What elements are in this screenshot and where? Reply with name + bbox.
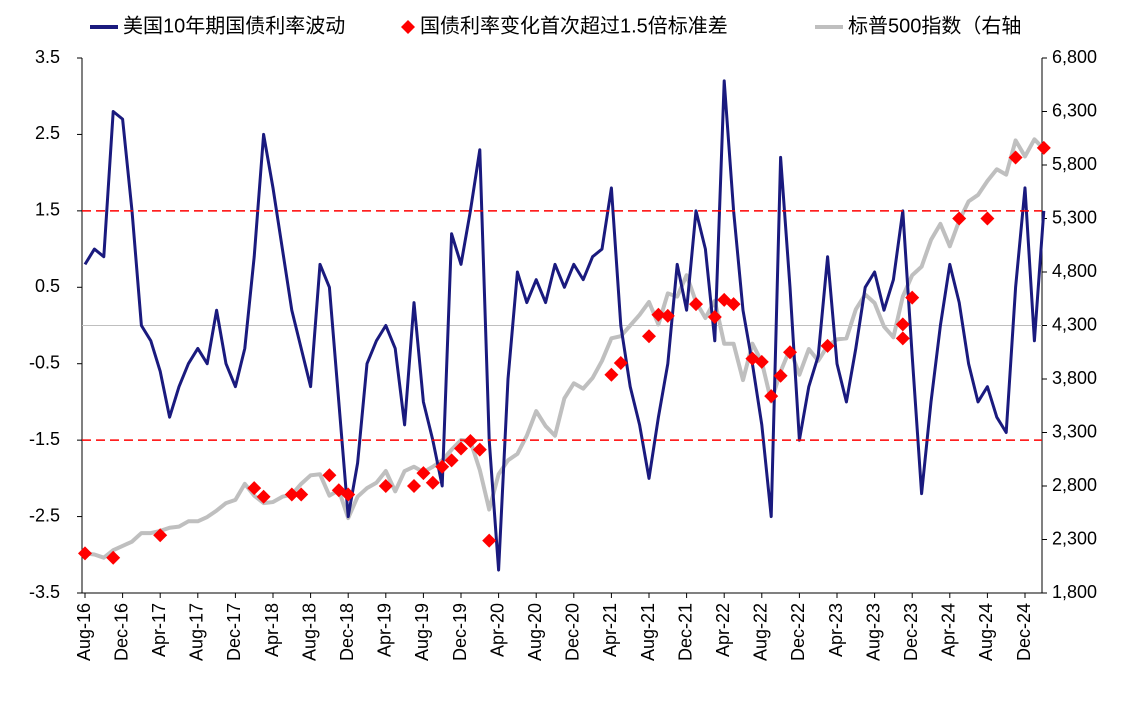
y2-tick-label: 5,800 (1052, 154, 1097, 174)
legend-marker (401, 20, 415, 34)
x-tick-label: Apr-24 (939, 603, 959, 657)
series-line (83, 79, 1046, 572)
event-marker (153, 528, 168, 543)
event-marker (905, 290, 920, 305)
event-marker (689, 297, 703, 312)
y2-tick-label: 3,300 (1052, 421, 1097, 441)
y-tick-label: -3.5 (29, 582, 60, 602)
x-tick-label: Dec-21 (675, 603, 695, 661)
x-tick-label: Apr-23 (826, 603, 846, 657)
event-marker (78, 546, 92, 561)
legend-label: 美国10年期国债利率波动 (123, 14, 345, 37)
event-marker (764, 389, 779, 404)
event-marker (952, 211, 967, 226)
x-tick-label: Dec-17 (224, 603, 244, 661)
event-marker (341, 487, 356, 502)
series-line (84, 137, 1046, 560)
event-marker (783, 345, 797, 360)
event-marker (444, 453, 459, 468)
x-tick-label: Aug-23 (863, 603, 883, 661)
y-tick-label: -1.5 (29, 429, 60, 449)
event-marker (294, 487, 309, 502)
x-tick-label: Apr-20 (487, 603, 507, 657)
legend-label: 国债利率变化首次超过1.5倍标准差 (420, 14, 728, 37)
y2-tick-label: 5,300 (1052, 207, 1097, 227)
x-tick-label: Apr-17 (149, 603, 169, 657)
event-marker (1036, 140, 1051, 155)
event-marker (773, 368, 788, 383)
y2-tick-label: 6,300 (1052, 100, 1097, 120)
x-tick-label: Apr-22 (713, 603, 733, 657)
x-tick-label: Dec-19 (450, 603, 470, 661)
event-marker (106, 550, 121, 565)
event-marker (482, 533, 497, 548)
event-marker (472, 442, 487, 457)
event-marker (247, 481, 262, 496)
event-marker (604, 367, 619, 382)
x-tick-label: Aug-22 (751, 603, 771, 661)
event-marker (642, 329, 656, 344)
event-marker (1008, 150, 1023, 165)
event-marker (660, 308, 675, 323)
event-marker (754, 354, 769, 369)
y2-tick-label: 3,800 (1052, 368, 1097, 388)
x-tick-label: Dec-24 (1014, 603, 1034, 661)
y2-tick-label: 4,800 (1052, 261, 1097, 281)
x-tick-label: Aug-17 (187, 603, 207, 661)
event-marker (284, 487, 299, 502)
event-marker (463, 434, 478, 449)
x-tick-label: Dec-16 (111, 603, 131, 661)
event-marker (454, 441, 468, 456)
x-tick-label: Aug-19 (412, 603, 432, 661)
event-marker (980, 211, 995, 226)
y-tick-label: 3.5 (35, 47, 60, 67)
event-marker (726, 297, 741, 312)
x-tick-label: Dec-23 (901, 603, 921, 661)
event-marker (256, 489, 271, 504)
event-marker (407, 479, 421, 493)
x-tick-label: Aug-16 (74, 603, 94, 661)
y-tick-label: -2.5 (29, 505, 60, 525)
x-tick-label: Aug-24 (976, 603, 996, 661)
event-marker (707, 309, 722, 324)
x-tick-label: Apr-19 (375, 603, 395, 657)
event-marker (895, 331, 910, 346)
event-marker (416, 466, 431, 481)
y-tick-label: 1.5 (35, 200, 60, 220)
y2-tick-label: 6,800 (1052, 47, 1097, 67)
event-marker (378, 479, 393, 493)
x-tick-label: Dec-20 (563, 603, 583, 661)
event-marker (820, 338, 835, 353)
x-tick-label: Aug-20 (525, 603, 545, 661)
x-tick-label: Dec-18 (337, 603, 357, 661)
x-tick-label: Apr-21 (600, 603, 620, 657)
y-tick-label: -0.5 (29, 352, 60, 372)
x-tick-label: Aug-18 (299, 603, 319, 661)
y2-tick-label: 2,300 (1052, 528, 1097, 548)
y-tick-label: 2.5 (35, 123, 60, 143)
event-marker (651, 307, 666, 322)
x-tick-label: Aug-21 (638, 603, 658, 661)
event-marker (613, 355, 628, 370)
legend-label: 标普500指数（右轴 (848, 14, 1021, 37)
y-tick-label: 0.5 (35, 276, 60, 296)
x-tick-label: Dec-22 (788, 603, 808, 661)
y2-tick-label: 4,300 (1052, 314, 1097, 334)
event-marker (425, 475, 440, 490)
event-marker (435, 459, 450, 474)
event-marker (895, 317, 910, 332)
event-marker (322, 468, 337, 483)
x-tick-label: Apr-18 (262, 603, 282, 657)
y2-tick-label: 1,800 (1052, 582, 1097, 602)
y2-tick-label: 2,800 (1052, 475, 1097, 495)
